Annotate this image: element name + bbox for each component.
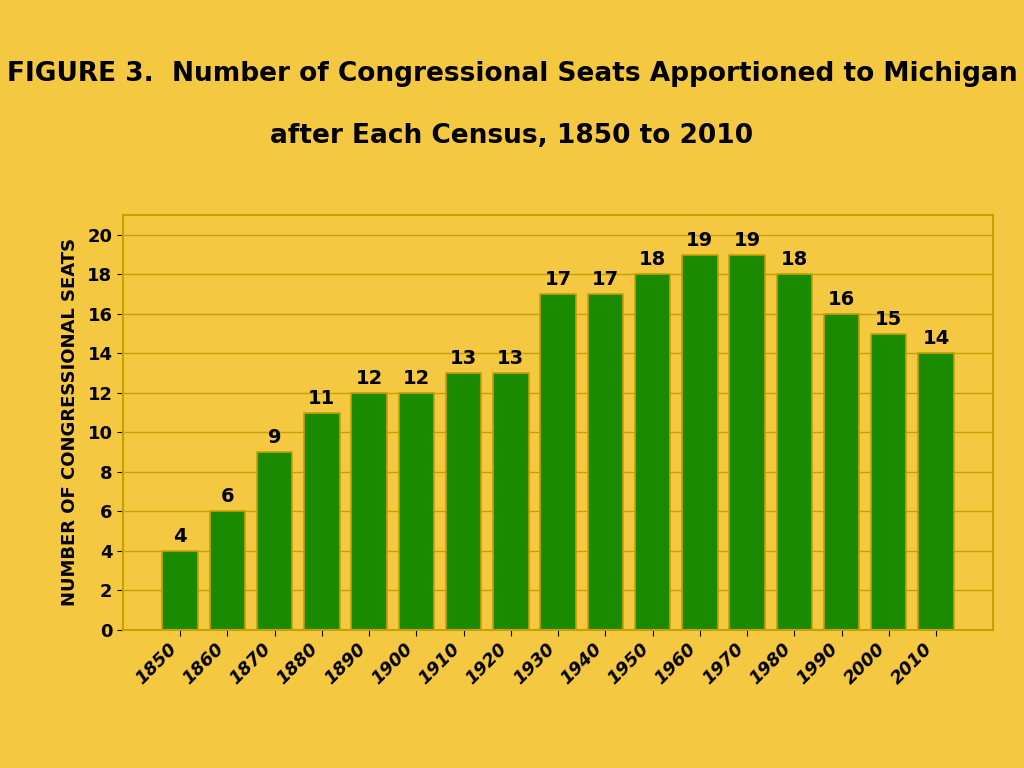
Text: 14: 14 xyxy=(923,329,949,349)
Text: 17: 17 xyxy=(592,270,618,289)
Text: 15: 15 xyxy=(876,310,902,329)
Bar xyxy=(398,392,434,630)
Bar xyxy=(871,333,906,630)
Text: FIGURE 3.  Number of Congressional Seats Apportioned to Michigan: FIGURE 3. Number of Congressional Seats … xyxy=(7,61,1017,88)
Bar xyxy=(588,294,623,630)
Bar xyxy=(210,511,245,630)
Bar xyxy=(682,254,718,630)
Text: after Each Census, 1850 to 2010: after Each Census, 1850 to 2010 xyxy=(270,123,754,149)
Text: 17: 17 xyxy=(545,270,571,289)
Text: 18: 18 xyxy=(639,250,667,270)
Bar xyxy=(729,254,765,630)
Text: 9: 9 xyxy=(268,428,282,447)
Text: 13: 13 xyxy=(498,349,524,368)
Bar xyxy=(823,314,859,630)
Bar xyxy=(257,452,293,630)
Y-axis label: NUMBER OF CONGRESSIONAL SEATS: NUMBER OF CONGRESSIONAL SEATS xyxy=(61,238,79,607)
Bar xyxy=(304,412,340,630)
Text: 18: 18 xyxy=(780,250,808,270)
Bar xyxy=(163,551,198,630)
Text: 12: 12 xyxy=(355,369,383,388)
Bar xyxy=(635,274,671,630)
Text: 4: 4 xyxy=(173,527,187,546)
Text: 16: 16 xyxy=(827,290,855,309)
Text: 13: 13 xyxy=(450,349,477,368)
Text: 6: 6 xyxy=(220,488,234,506)
Bar xyxy=(445,373,481,630)
Bar xyxy=(919,353,953,630)
Bar xyxy=(494,373,528,630)
Bar xyxy=(776,274,812,630)
Text: 19: 19 xyxy=(733,230,761,250)
Bar xyxy=(541,294,575,630)
Text: 11: 11 xyxy=(308,389,336,408)
Text: 19: 19 xyxy=(686,230,714,250)
Bar xyxy=(351,392,387,630)
Text: 12: 12 xyxy=(402,369,430,388)
